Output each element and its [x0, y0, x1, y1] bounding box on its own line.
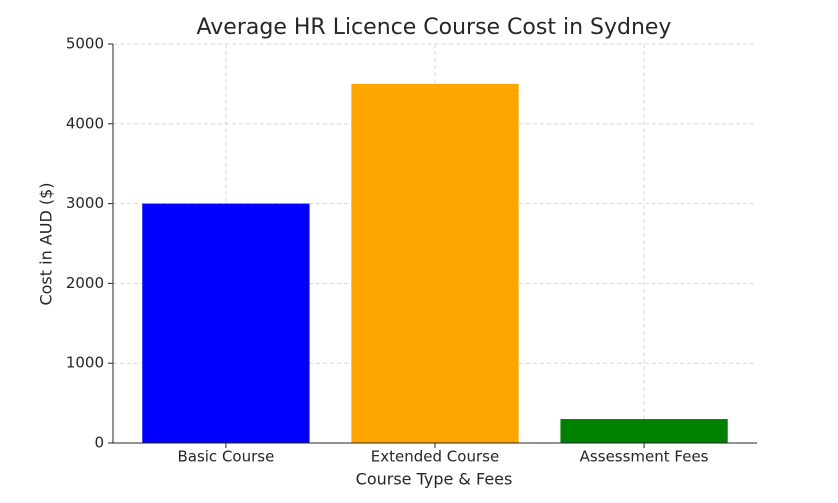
bar: [142, 203, 310, 443]
y-axis-label: Cost in AUD ($): [37, 182, 56, 305]
y-tick-label: 1000: [66, 354, 104, 372]
y-tick-label: 3000: [66, 194, 104, 212]
x-tick-label: Extended Course: [371, 448, 499, 466]
bar: [560, 419, 728, 443]
y-tick-label: 2000: [66, 274, 104, 292]
bar: [351, 83, 519, 444]
x-tick-label: Basic Course: [177, 448, 274, 466]
y-tick-label: 5000: [66, 35, 104, 53]
x-tick-label: Assessment Fees: [580, 448, 709, 466]
y-tick-label: 0: [94, 434, 104, 452]
y-tick-label: 4000: [66, 114, 104, 132]
chart-title: Average HR Licence Course Cost in Sydney: [197, 15, 672, 40]
x-axis-label: Course Type & Fees: [356, 470, 513, 489]
